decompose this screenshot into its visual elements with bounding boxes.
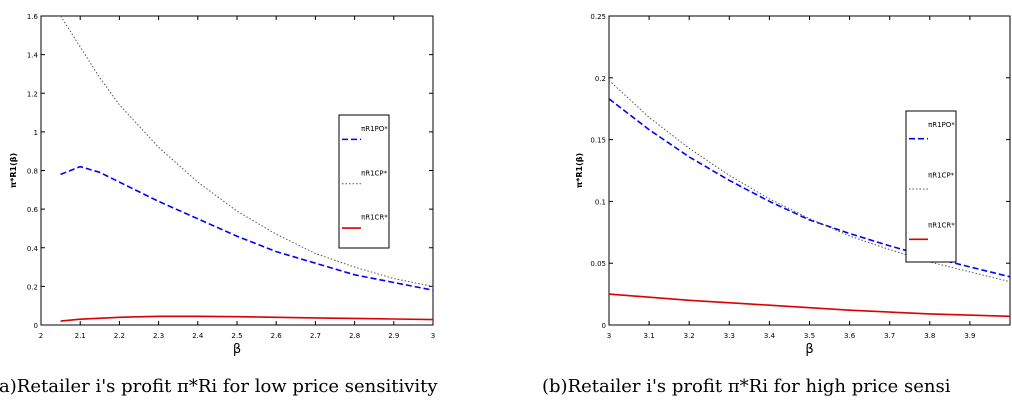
y-tick-label: 0.8 — [27, 168, 38, 176]
x-tick-label: 2.6 — [271, 332, 283, 340]
y-tick-label: 1 — [34, 129, 38, 137]
y-axis-label: π*R1(β) — [575, 153, 584, 188]
x-tick-label: 2.8 — [349, 332, 360, 340]
legend-label: πR1CP* — [928, 171, 955, 179]
legend-label: πR1PO* — [928, 121, 955, 129]
y-tick-label: 0.05 — [590, 260, 606, 268]
chart-caption: (b)Retailer i's profit π*Ri for high pri… — [542, 376, 951, 397]
series-line-solid — [60, 315, 434, 322]
chart-b: 3 3.1 3.2 3.3 3.4 3.5 3.6 3.7 3.8 3.9 0 0.05 0.1 0.15… — [542, 13, 1011, 397]
x-axis-label: β — [233, 342, 241, 357]
x-tick-label: 2.9 — [388, 332, 399, 340]
x-tick-label: 3 — [607, 332, 611, 340]
x-tick-label: 2.4 — [192, 332, 204, 340]
legend-label: πR1CP* — [361, 169, 388, 177]
y-tick-label: 1.6 — [27, 13, 39, 21]
legend-label: πR1CR* — [361, 214, 388, 222]
x-tick-label: 3.3 — [724, 332, 735, 340]
y-tick-label: 0 — [34, 322, 38, 330]
legend-box — [905, 110, 957, 263]
x-tick-label: 3.5 — [804, 332, 815, 340]
x-tick-label: 3.4 — [764, 332, 776, 340]
series-line-dashed — [60, 165, 434, 291]
series-line-dotted — [60, 15, 434, 287]
y-tick-label: 1.4 — [27, 52, 39, 60]
x-tick-label: 3 — [431, 332, 435, 340]
y-tick-label: 0.2 — [27, 283, 38, 291]
legend-label: πR1PO* — [361, 125, 388, 133]
y-tick-label: 1.2 — [27, 90, 38, 98]
y-tick-label: 0.25 — [590, 13, 606, 21]
x-tick-label: 3.6 — [844, 332, 856, 340]
x-tick-label: 2.7 — [310, 332, 321, 340]
x-tick-label: 2.1 — [75, 332, 86, 340]
y-tick-label: 0.6 — [27, 206, 39, 214]
x-tick-label: 2.2 — [114, 332, 125, 340]
legend-box — [338, 114, 390, 249]
x-axis-label: β — [805, 342, 813, 357]
x-tick-label: 3.7 — [884, 332, 895, 340]
y-tick-label: 0.4 — [27, 245, 39, 253]
y-tick-label: 0.2 — [595, 75, 606, 83]
x-tick-label: 3.1 — [644, 332, 655, 340]
x-tick-label: 2.5 — [231, 332, 242, 340]
chart-caption: (a)Retailer i's profit π*Ri for low pric… — [0, 376, 438, 397]
series-line-solid — [608, 293, 1011, 318]
x-tick-label: 3.2 — [684, 332, 695, 340]
x-tick-label: 3.9 — [964, 332, 975, 340]
x-tick-label: 2 — [39, 332, 43, 340]
y-axis-label: π*R1(β) — [9, 153, 18, 188]
x-tick-label: 2.3 — [153, 332, 164, 340]
legend-label: πR1CR* — [928, 222, 955, 230]
series-line-dotted — [608, 79, 1011, 283]
y-tick-label: 0 — [602, 322, 606, 330]
chart-a: 2 2.1 2.2 2.3 2.4 2.5 2.6 2.7 2.8 2.9 3 0 0.2 0.4 0.6 0… — [0, 13, 438, 397]
x-tick-label: 3.8 — [924, 332, 935, 340]
y-tick-label: 0.15 — [590, 137, 606, 145]
y-tick-label: 0.1 — [595, 198, 606, 206]
